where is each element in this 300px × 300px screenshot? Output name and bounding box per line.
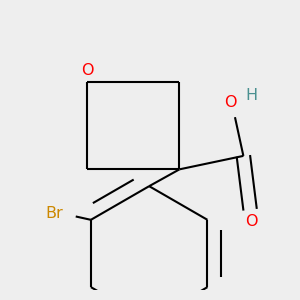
- Text: O: O: [81, 63, 93, 78]
- Text: H: H: [246, 88, 258, 103]
- Text: Br: Br: [45, 206, 63, 220]
- Text: O: O: [245, 214, 258, 229]
- Text: O: O: [224, 94, 236, 110]
